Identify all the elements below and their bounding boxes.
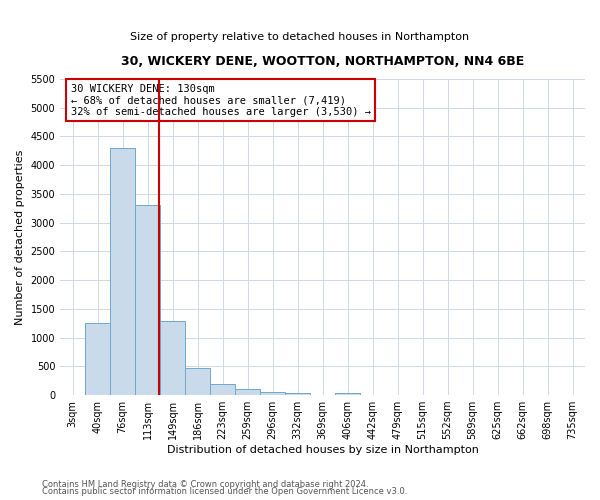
Bar bbox=[285, 393, 310, 395]
Bar bbox=[110, 148, 135, 395]
Bar bbox=[185, 368, 210, 395]
Bar bbox=[85, 323, 110, 395]
Title: 30, WICKERY DENE, WOOTTON, NORTHAMPTON, NN4 6BE: 30, WICKERY DENE, WOOTTON, NORTHAMPTON, … bbox=[121, 55, 524, 68]
Text: Size of property relative to detached houses in Northampton: Size of property relative to detached ho… bbox=[130, 32, 470, 42]
Bar bbox=[160, 322, 185, 395]
Text: 30 WICKERY DENE: 130sqm
← 68% of detached houses are smaller (7,419)
32% of semi: 30 WICKERY DENE: 130sqm ← 68% of detache… bbox=[71, 84, 371, 117]
Bar bbox=[135, 206, 160, 395]
Text: Contains public sector information licensed under the Open Government Licence v3: Contains public sector information licen… bbox=[42, 487, 407, 496]
Bar bbox=[335, 393, 360, 395]
Bar bbox=[260, 392, 285, 395]
Text: Contains HM Land Registry data © Crown copyright and database right 2024.: Contains HM Land Registry data © Crown c… bbox=[42, 480, 368, 489]
Bar bbox=[235, 390, 260, 395]
Y-axis label: Number of detached properties: Number of detached properties bbox=[15, 150, 25, 324]
Bar bbox=[210, 384, 235, 395]
X-axis label: Distribution of detached houses by size in Northampton: Distribution of detached houses by size … bbox=[167, 445, 479, 455]
